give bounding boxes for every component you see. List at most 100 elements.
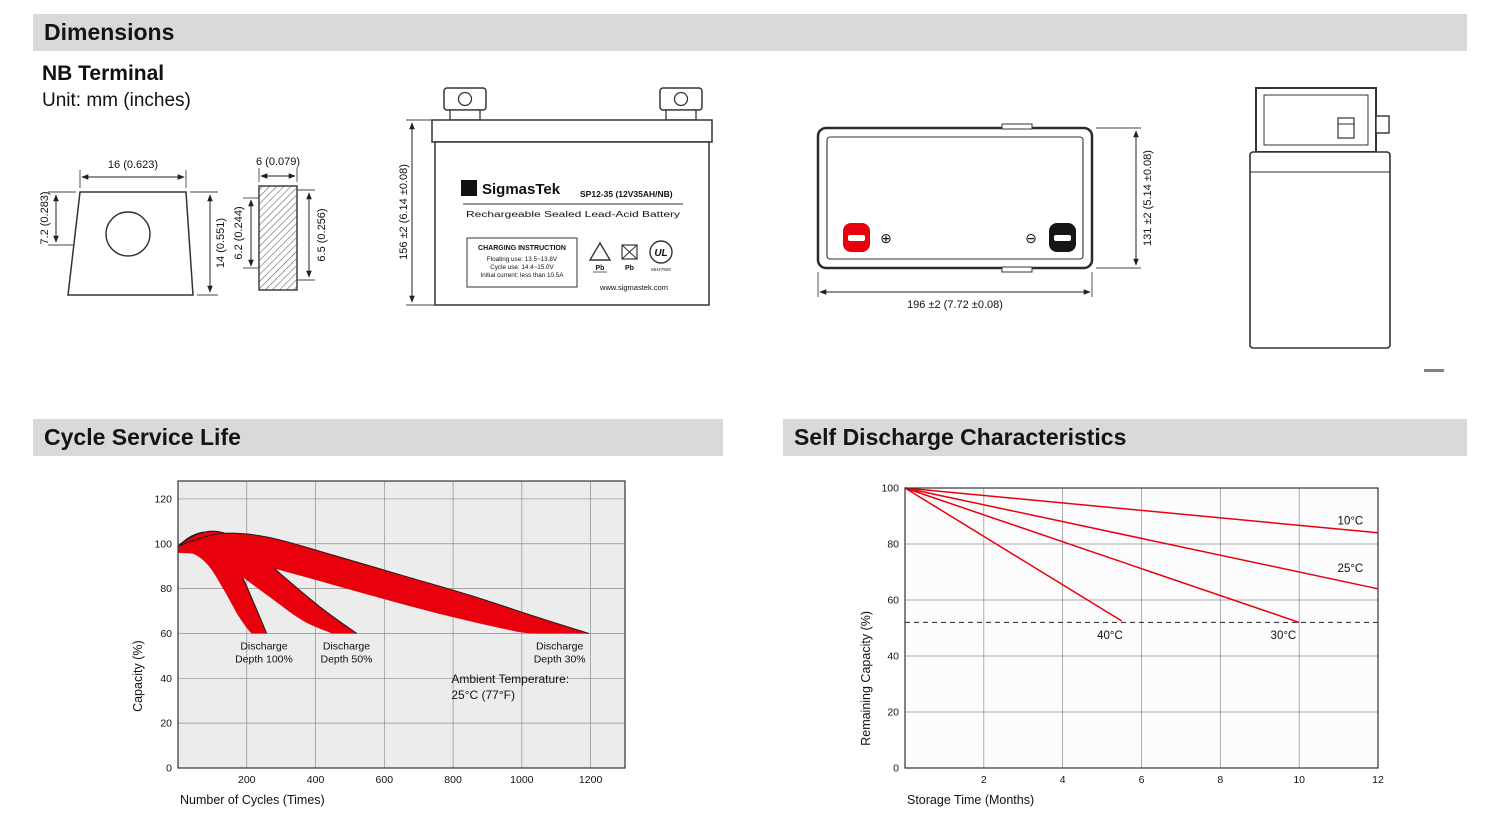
terminal-bolt-hole	[105, 211, 151, 257]
top-height-dimension: 131 ±2 (5.14 ±0.08)	[1142, 150, 1154, 246]
svg-text:4: 4	[1060, 774, 1066, 786]
sigma-logo-glyph: Σ	[465, 181, 473, 196]
svg-text:10: 10	[1293, 774, 1305, 786]
charging-title: CHARGING INSTRUCTION	[478, 245, 566, 252]
terminal-post-right	[659, 87, 703, 121]
charging-instruction-box	[466, 237, 578, 288]
svg-text:200: 200	[238, 774, 256, 786]
svg-text:8: 8	[1217, 774, 1223, 786]
charging-line1: Floating use: 13.5~13.8V	[487, 256, 558, 263]
svg-text:Pb: Pb	[625, 265, 634, 272]
terminal-post-left	[443, 87, 487, 121]
svg-text:Remaining Capacity (%): Remaining Capacity (%)	[859, 611, 873, 746]
side-view-terminal	[1337, 117, 1355, 139]
svg-text:Discharge: Discharge	[240, 641, 287, 653]
terminal-side-width-dimension: 6 (0.079)	[256, 156, 300, 168]
svg-text:80: 80	[887, 539, 899, 551]
pb-crossed-bin-icon: Pb	[621, 244, 638, 272]
unit-note: Unit: mm (inches)	[42, 90, 191, 111]
terminal-side-inner-dimension: 6.2 (0.244)	[233, 206, 245, 259]
ul-mark-icon: UL MH47929	[649, 240, 673, 272]
top-width-dimension: 196 ±2 (7.72 ±0.08)	[907, 299, 1003, 311]
battery-side-view-drawing	[1249, 87, 1391, 349]
svg-text:0: 0	[893, 763, 899, 775]
positive-terminal-slot	[848, 235, 865, 241]
battery-front-view-drawing: Σ SigmasTek SP12-35 (12V35AH/NB) Recharg…	[398, 87, 713, 306]
svg-text:100: 100	[881, 483, 899, 495]
top-view-inner-edge	[826, 136, 1084, 260]
svg-text:Discharge: Discharge	[323, 641, 370, 653]
svg-text:10°C: 10°C	[1338, 515, 1364, 527]
side-view-lid-inner	[1263, 94, 1369, 146]
svg-text:Storage Time (Months): Storage Time (Months)	[907, 793, 1034, 807]
ul-file-number: MH47929	[651, 267, 671, 272]
battery-lid	[431, 119, 713, 143]
svg-text:400: 400	[307, 774, 325, 786]
svg-text:25°C (77°F): 25°C (77°F)	[451, 688, 515, 702]
terminal-side-outer-dimension: 6.5 (0.256)	[316, 208, 328, 261]
side-view-connector-tab	[1375, 115, 1390, 134]
svg-text:20: 20	[160, 718, 172, 730]
terminal-height-dimension: 14 (0.551)	[215, 218, 227, 268]
side-view-body	[1249, 151, 1391, 349]
terminal-front-outline	[67, 191, 194, 296]
svg-text:Pb: Pb	[596, 265, 605, 272]
nb-terminal-front-drawing: 16 (0.623) 7.2 (0.283) 14 (0.551)	[39, 159, 227, 296]
cycle-service-life-section-header: Cycle Service Life	[33, 419, 723, 456]
top-view-outline	[816, 126, 1094, 270]
terminal-width-dimension: 16 (0.623)	[108, 159, 158, 171]
svg-text:100: 100	[154, 538, 172, 550]
svg-text:40: 40	[160, 673, 172, 685]
terminal-upper-height-dimension: 7.2 (0.283)	[39, 191, 51, 244]
brand-text: SigmasTek	[482, 181, 561, 198]
svg-text:120: 120	[154, 493, 172, 505]
svg-text:20: 20	[887, 707, 899, 719]
battery-top-view-drawing: ⊕ ⊖ 196 ±2 (7.72 ±0.08) 131 ±2 (5.14 ±0.…	[816, 123, 1154, 311]
pb-recycle-icon: Pb	[588, 241, 612, 273]
self-discharge-chart: 10°C 25°C 30°C 40°C 2 4 6 8 10 12 0 20 40 60 80 100 Stor…	[859, 483, 1384, 808]
svg-text:600: 600	[376, 774, 394, 786]
svg-text:Depth 100%: Depth 100%	[235, 654, 293, 666]
svg-text:60: 60	[887, 595, 899, 607]
svg-text:Ambient Temperature:: Ambient Temperature:	[451, 672, 569, 686]
terminal-side-section	[258, 185, 298, 291]
svg-text:0: 0	[166, 763, 172, 775]
battery-type-text: Rechargeable Sealed Lead-Acid Battery	[466, 210, 680, 219]
svg-text:25°C: 25°C	[1338, 563, 1364, 575]
svg-text:2: 2	[981, 774, 987, 786]
side-view-lid	[1255, 87, 1377, 153]
website-text: www.sigmastek.com	[599, 283, 668, 292]
svg-text:80: 80	[160, 583, 172, 595]
nb-terminal-heading: NB Terminal	[42, 62, 165, 85]
negative-terminal-slot	[1054, 235, 1071, 241]
page-divider-mark	[1424, 369, 1444, 372]
svg-text:12: 12	[1372, 774, 1384, 786]
cycle-service-life-title: Cycle Service Life	[44, 424, 241, 450]
svg-text:800: 800	[444, 774, 462, 786]
nb-terminal-side-drawing: 6 (0.079) 6.2 (0.244) 6.5 (0.256)	[233, 156, 328, 291]
dimensions-title: Dimensions	[44, 19, 175, 45]
top-edge-tab	[1001, 123, 1033, 130]
svg-text:6: 6	[1139, 774, 1145, 786]
positive-polarity-symbol: ⊕	[880, 230, 892, 246]
svg-text:30°C: 30°C	[1271, 630, 1297, 642]
sigma-logo-box	[461, 180, 477, 196]
dimensions-section-header: Dimensions	[33, 14, 1467, 51]
svg-text:1200: 1200	[579, 774, 603, 786]
self-discharge-section-header: Self Discharge Characteristics	[783, 419, 1467, 456]
charging-line2: Cycle use: 14.4~15.0V	[490, 264, 554, 271]
svg-text:60: 60	[160, 628, 172, 640]
negative-polarity-symbol: ⊖	[1025, 230, 1037, 246]
model-text: SP12-35 (12V35AH/NB)	[580, 189, 673, 199]
svg-text:1000: 1000	[510, 774, 534, 786]
svg-text:Number of Cycles (Times): Number of Cycles (Times)	[180, 793, 325, 807]
svg-text:Depth 50%: Depth 50%	[321, 654, 373, 666]
front-height-dimension: 156 ±2 (6.14 ±0.08)	[398, 164, 410, 260]
svg-text:40: 40	[887, 651, 899, 663]
self-discharge-title: Self Discharge Characteristics	[794, 424, 1127, 450]
svg-text:UL: UL	[654, 248, 667, 259]
svg-text:Discharge: Discharge	[536, 641, 583, 653]
charging-line3: Initial current: less than 10.5A	[481, 272, 565, 279]
